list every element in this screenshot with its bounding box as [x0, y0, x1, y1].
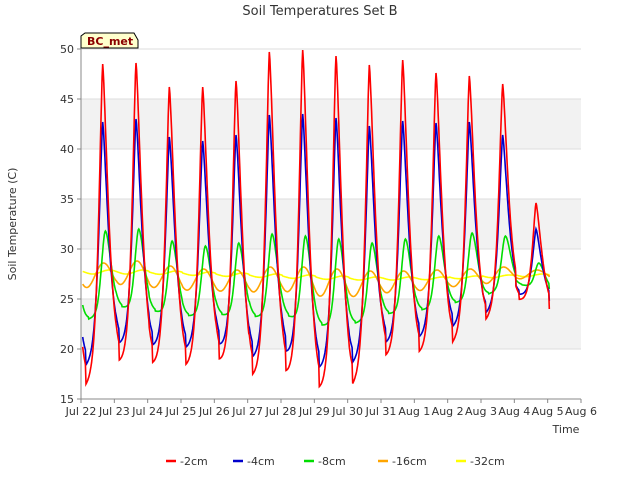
plot-band	[81, 149, 581, 199]
x-tick-label: Aug 2	[432, 405, 464, 418]
legend-item: -4cm	[233, 455, 275, 468]
x-tick-label: Jul 25	[165, 405, 197, 418]
series-layer	[81, 49, 551, 389]
x-tick-label: Aug 6	[565, 405, 597, 418]
plot-band	[81, 349, 581, 399]
axes	[80, 49, 581, 400]
legend-label: -32cm	[470, 455, 505, 468]
x-tick-label: Jul 31	[365, 405, 397, 418]
series-line-minus-2cm	[81, 49, 551, 389]
x-tick-labels: Jul 22 Jul 23 Jul 24 Jul 25 Jul 26 Jul 27 Jul …	[65, 399, 597, 418]
legend-item: -8cm	[304, 455, 346, 468]
x-tick-label: Aug 4	[498, 405, 530, 418]
plot-band	[81, 99, 581, 149]
legend-item: -2cm	[166, 455, 208, 468]
y-tick-label: 35	[60, 193, 74, 206]
station-badge-box	[80, 32, 139, 49]
legend-label: -16cm	[392, 455, 427, 468]
y-tick-label: 50	[60, 43, 74, 56]
legend-label: -4cm	[247, 455, 275, 468]
x-tick-label: Jul 23	[98, 405, 130, 418]
x-tick-label: Jul 29	[298, 405, 330, 418]
y-tick-label: 40	[60, 143, 74, 156]
legend-label: -8cm	[318, 455, 346, 468]
chart-title: Soil Temperatures Set B	[242, 4, 397, 19]
y-tick-label: 20	[60, 343, 74, 356]
legend-item: -16cm	[378, 455, 427, 468]
x-tick-label: Aug 3	[465, 405, 497, 418]
legend: -2cm -4cm -8cm -16cm -32cm	[166, 455, 505, 468]
legend-label: -2cm	[180, 455, 208, 468]
station-badge-label: BC_met	[87, 35, 133, 48]
y-tick-label: 30	[60, 243, 74, 256]
x-axis-label: Time	[552, 423, 580, 436]
y-tick-labels: 15 20 25 30 35 40 45 50	[60, 43, 81, 406]
series-line-minus-16cm	[82, 260, 551, 298]
plot-band	[81, 49, 581, 99]
y-tick-label: 15	[60, 393, 74, 406]
x-tick-label: Jul 22	[65, 405, 97, 418]
series-line-minus-8cm	[81, 227, 551, 326]
station-badge: BC_met	[80, 32, 139, 49]
x-tick-label: Aug 5	[532, 405, 564, 418]
y-tick-label: 45	[60, 93, 74, 106]
x-tick-label: Aug 1	[398, 405, 430, 418]
x-tick-label: Jul 28	[265, 405, 297, 418]
x-tick-label: Jul 30	[331, 405, 363, 418]
y-tick-label: 25	[60, 293, 74, 306]
plot-background-bands	[81, 49, 581, 399]
x-tick-label: Jul 27	[231, 405, 263, 418]
series-line-minus-32cm	[82, 269, 551, 281]
x-tick-label: Jul 24	[131, 405, 163, 418]
y-axis-label: Soil Temperature (C)	[6, 168, 19, 281]
x-tick-label: Jul 26	[198, 405, 230, 418]
legend-item: -32cm	[456, 455, 505, 468]
